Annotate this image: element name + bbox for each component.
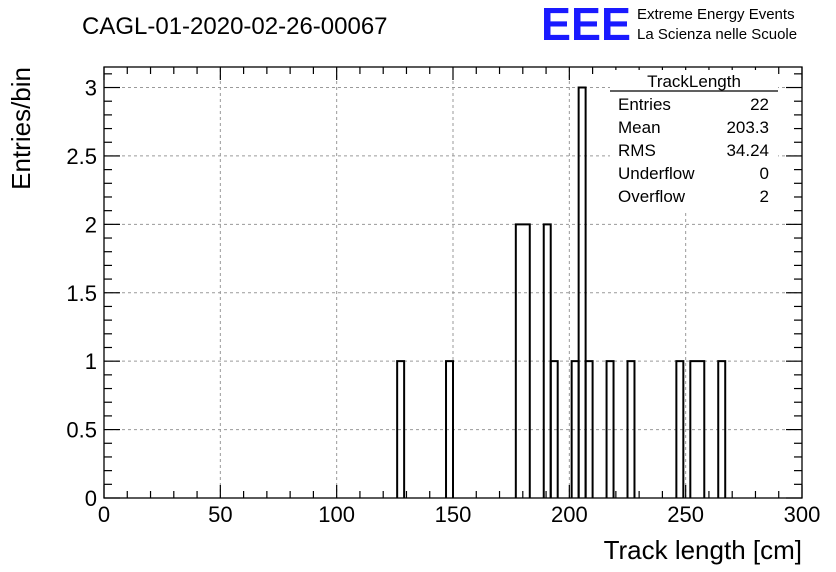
y-tick-label: 1 (85, 349, 97, 374)
histogram-bin (577, 86, 587, 498)
stats-box: TrackLength Entries 22 Mean 203.3 RMS 34.24 Un… (610, 70, 778, 210)
histogram-bin (717, 360, 727, 498)
stats-row-value: 203.3 (726, 118, 769, 137)
logo-line-2: La Scienza nelle Scuole (637, 26, 797, 43)
x-tick-label: 50 (208, 502, 232, 527)
stats-row-value: 34.24 (726, 141, 769, 160)
stats-rows: Entries 22 Mean 203.3 RMS 34.24 Underflow 0 Over… (618, 95, 769, 206)
histogram-bin (514, 223, 531, 498)
histogram-bin (605, 360, 615, 498)
y-axis-title: Entries/bin (6, 67, 36, 190)
histogram-bin (626, 360, 636, 498)
stats-box-title: TrackLength (647, 72, 741, 91)
x-tick-label: 150 (435, 502, 472, 527)
y-tick-label: 1.5 (66, 281, 97, 306)
x-tick-label: 300 (784, 502, 821, 527)
stats-row-value: 0 (760, 164, 769, 183)
x-axis-title: Track length [cm] (604, 535, 802, 565)
y-tick-label: 3 (85, 76, 97, 101)
y-tick-label: 0 (85, 486, 97, 511)
histogram-bin (396, 360, 406, 498)
y-tick-label: 2.5 (66, 144, 97, 169)
y-tick-label: 2 (85, 212, 97, 237)
histogram-bin (584, 360, 594, 498)
axis-ticks (103, 67, 803, 499)
stats-row-label: Underflow (618, 164, 695, 183)
histogram-bin (549, 360, 559, 498)
stats-row-label: Overflow (618, 187, 686, 206)
x-tick-label: 250 (667, 502, 704, 527)
x-tick-label: 0 (98, 502, 110, 527)
x-tick-label: 100 (318, 502, 355, 527)
logo-line-1: Extreme Energy Events (637, 6, 795, 23)
eee-logo: EEE Extreme Energy Events La Scienza nel… (541, 0, 797, 50)
x-tick-labels: 0 50 100 150 200 250 300 (98, 502, 820, 527)
stats-row-value: 2 (760, 187, 769, 206)
histogram-bin (445, 360, 454, 498)
stats-row-value: 22 (750, 95, 769, 114)
chart-title: CAGL-01-2020-02-26-00067 (82, 13, 388, 40)
y-tick-label: 0.5 (66, 418, 97, 443)
stats-box-background (610, 70, 778, 210)
histogram-bars (396, 86, 727, 498)
stats-row-label: Mean (618, 118, 661, 137)
histogram-bin (689, 360, 706, 498)
eee-logo-mark: EEE (541, 0, 631, 50)
x-tick-label: 200 (551, 502, 588, 527)
stats-row-label: Entries (618, 95, 671, 114)
y-tick-labels: 0 0.5 1 1.5 2 2.5 3 (66, 76, 97, 511)
stats-row-label: RMS (618, 141, 656, 160)
histogram-bin (675, 360, 685, 498)
